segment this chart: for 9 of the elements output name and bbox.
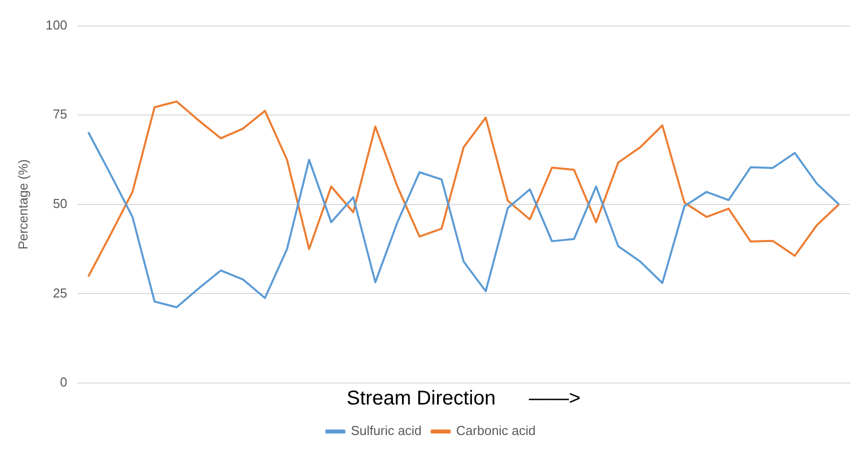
x-axis-title: Stream Direction ——> xyxy=(346,388,581,410)
y-axis-title: Percentage (%) xyxy=(15,159,30,250)
y-tick-label: 75 xyxy=(52,106,68,122)
y-tick-label: 25 xyxy=(52,285,68,300)
legend-label: Carbonic acid xyxy=(456,423,536,438)
legend-label: Sulfuric acid xyxy=(350,423,422,438)
y-tick-label: 100 xyxy=(46,17,68,32)
y-tick-label: 0 xyxy=(60,374,68,390)
y-tick-label: 50 xyxy=(52,196,68,211)
